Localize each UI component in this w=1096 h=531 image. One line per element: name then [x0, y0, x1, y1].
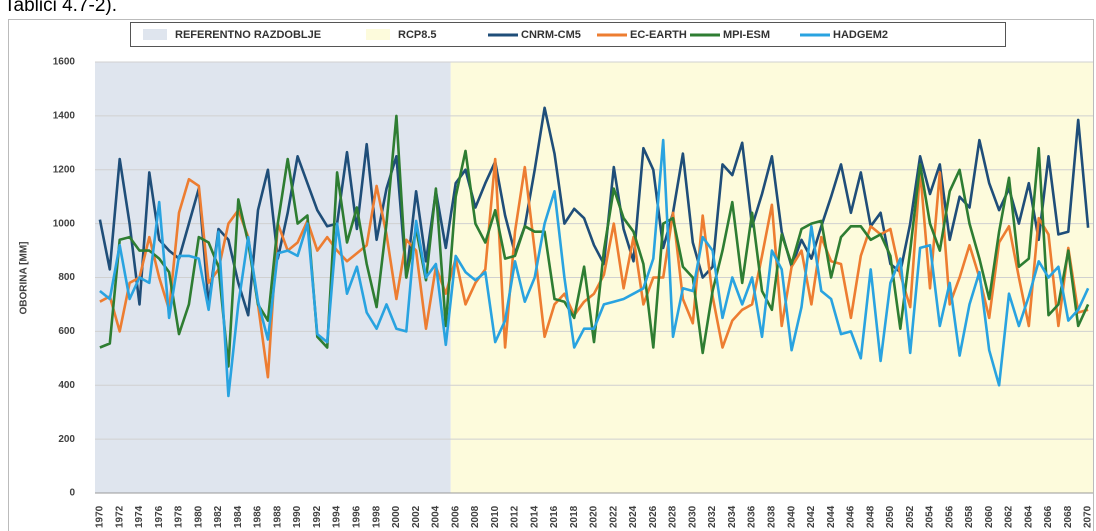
y-tick-label: 1200 — [53, 164, 76, 175]
x-tick-label: 2056 — [944, 505, 955, 528]
x-tick-label: 2014 — [529, 505, 540, 528]
series-line — [98, 106, 1090, 317]
x-tick-label: 2020 — [589, 505, 600, 528]
x-tick-label: 1998 — [371, 505, 382, 528]
y-tick-label: 1600 — [53, 57, 76, 68]
x-tick-label: 2006 — [450, 505, 461, 528]
x-tick-label: 2040 — [786, 505, 797, 528]
x-tick-label: 1994 — [332, 505, 343, 528]
y-tick-label: 400 — [58, 380, 75, 391]
x-tick-label: 2070 — [1083, 505, 1094, 528]
x-tick-label: 2024 — [628, 505, 639, 528]
series-line — [99, 138, 1090, 398]
legend-label: HADGEM2 — [833, 29, 888, 41]
x-tick-label: 1986 — [253, 505, 264, 528]
x-tick-label: 2050 — [885, 505, 896, 528]
x-tick-label: 1972 — [114, 505, 125, 528]
x-tick-label: 2052 — [905, 505, 916, 528]
legend-label: CNRM-CM5 — [521, 29, 581, 41]
y-tick-label: 600 — [58, 326, 75, 337]
x-tick-label: 2032 — [707, 505, 718, 528]
y-tick-label: 1000 — [53, 218, 76, 229]
legend-swatch — [143, 29, 167, 40]
x-tick-label: 1996 — [351, 505, 362, 528]
x-tick-label: 2048 — [865, 505, 876, 528]
x-tick-label: 2068 — [1063, 505, 1074, 528]
legend-box — [130, 22, 1006, 47]
x-tick-label: 2026 — [648, 505, 659, 528]
x-tick-label: 2016 — [549, 505, 560, 528]
x-tick-label: 2062 — [1004, 505, 1015, 528]
plot-area: 0 200 400 600 800 1000 1200 1400 1600 1970 1972 197… — [53, 57, 1094, 528]
x-tick-label: 2010 — [490, 505, 501, 528]
x-tick-label: 2028 — [668, 505, 679, 528]
x-tick-label: 2000 — [391, 505, 402, 528]
x-tick-label: 1970 — [95, 505, 106, 528]
x-tick-label: 1978 — [174, 505, 185, 528]
x-tick-label: 1990 — [292, 505, 303, 528]
x-tick-label: 1976 — [154, 505, 165, 528]
x-tick-label: 1984 — [233, 505, 244, 528]
x-tick-label: 1992 — [312, 505, 323, 528]
series-line — [99, 157, 1089, 379]
x-tick-label: 2018 — [569, 505, 580, 528]
legend-swatch — [366, 29, 390, 40]
y-tick-label: 800 — [58, 272, 75, 283]
series-line — [99, 114, 1090, 368]
x-tick-label: 1982 — [213, 505, 224, 528]
y-tick-label: 1400 — [53, 111, 76, 122]
legend-label: EC-EARTH — [630, 29, 687, 41]
x-tick-label: 1980 — [193, 505, 204, 528]
legend-label: REFERENTNO RAZDOBLJE — [175, 29, 321, 41]
x-tick-label: 2030 — [687, 505, 698, 528]
x-tick-label: 2034 — [727, 505, 738, 528]
x-tick-label: 2064 — [1023, 505, 1034, 528]
x-tick-label: 2054 — [925, 505, 936, 528]
x-tick-label: 1974 — [134, 505, 145, 528]
x-tick-label: 2060 — [984, 505, 995, 528]
x-tick-label: 2044 — [826, 505, 837, 528]
x-tick-label: 2002 — [411, 505, 422, 528]
legend-label: RCP8.5 — [398, 29, 437, 41]
x-tick-label: 2066 — [1043, 505, 1054, 528]
y-axis-label: OBORINA [MM] — [19, 242, 30, 315]
x-tick-label: 2042 — [806, 505, 817, 528]
legend-label: MPI-ESM — [723, 29, 770, 41]
caption: Tablici 4.7-2). — [4, 0, 117, 16]
x-tick-label: 2036 — [747, 505, 758, 528]
x-tick-label: 2008 — [470, 505, 481, 528]
x-tick-label: 2022 — [608, 505, 619, 528]
y-tick-label: 0 — [69, 488, 75, 499]
x-tick-label: 2004 — [431, 505, 442, 528]
y-tick-label: 200 — [58, 434, 75, 445]
x-tick-label: 2012 — [510, 505, 521, 528]
x-tick-label: 2046 — [846, 505, 857, 528]
x-tick-label: 2038 — [767, 505, 778, 528]
x-tick-label: 2058 — [964, 505, 975, 528]
x-tick-label: 1988 — [272, 505, 283, 528]
